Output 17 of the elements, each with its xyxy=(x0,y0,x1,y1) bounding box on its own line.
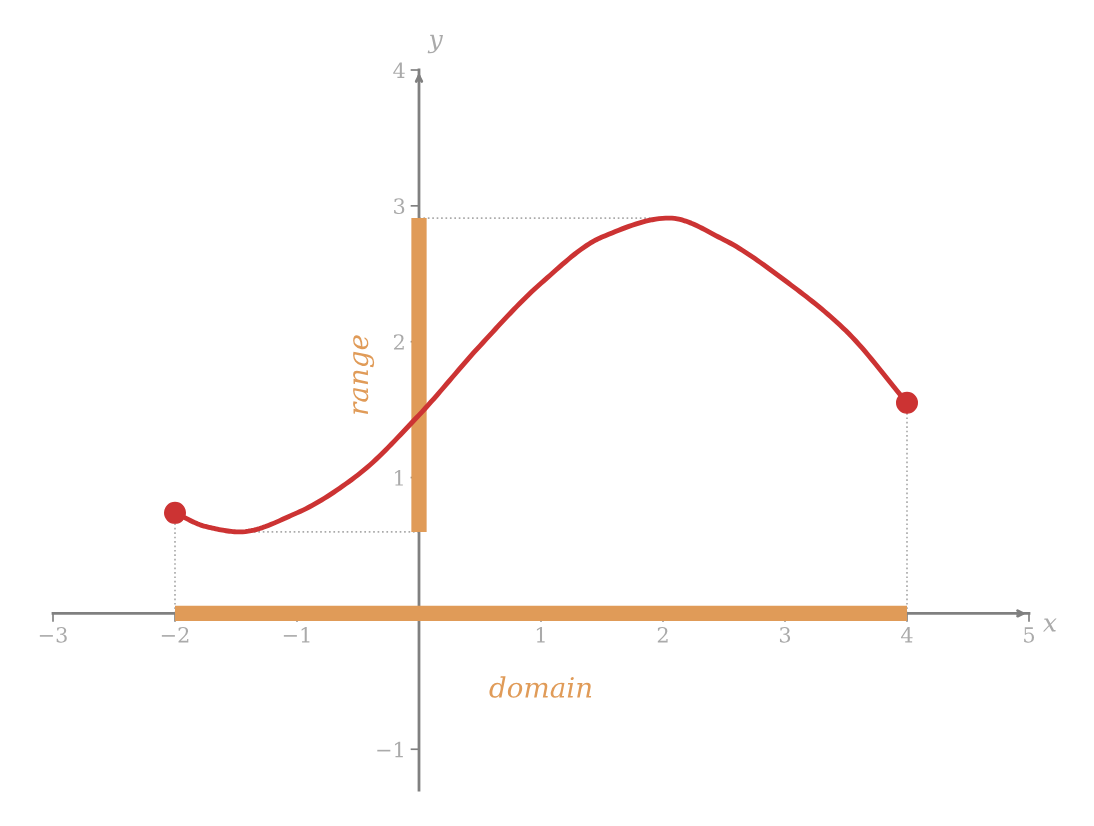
x-tick-label: 3 xyxy=(779,626,791,643)
y-axis-title: y xyxy=(427,34,443,54)
x-axis-title: x xyxy=(1042,618,1057,632)
y-tick-label: 3 xyxy=(394,198,405,215)
x-tick-label: −2 xyxy=(161,626,189,643)
text: range xyxy=(353,335,375,414)
y-tick-label: 2 xyxy=(393,334,404,350)
x-tick-label: 5 xyxy=(1024,627,1035,643)
x-tick-label: −1 xyxy=(283,626,310,643)
x-tick-label: 2 xyxy=(657,626,668,643)
x-tick-label: 1 xyxy=(536,626,545,643)
y-tick-label: 4 xyxy=(393,62,405,78)
x-tick-label: −3 xyxy=(39,626,67,643)
y-tick-label: −1 xyxy=(377,741,403,758)
y-tick-label: 1 xyxy=(395,470,403,486)
x-tick-label: 4 xyxy=(901,626,913,643)
text: domain xyxy=(489,676,592,698)
